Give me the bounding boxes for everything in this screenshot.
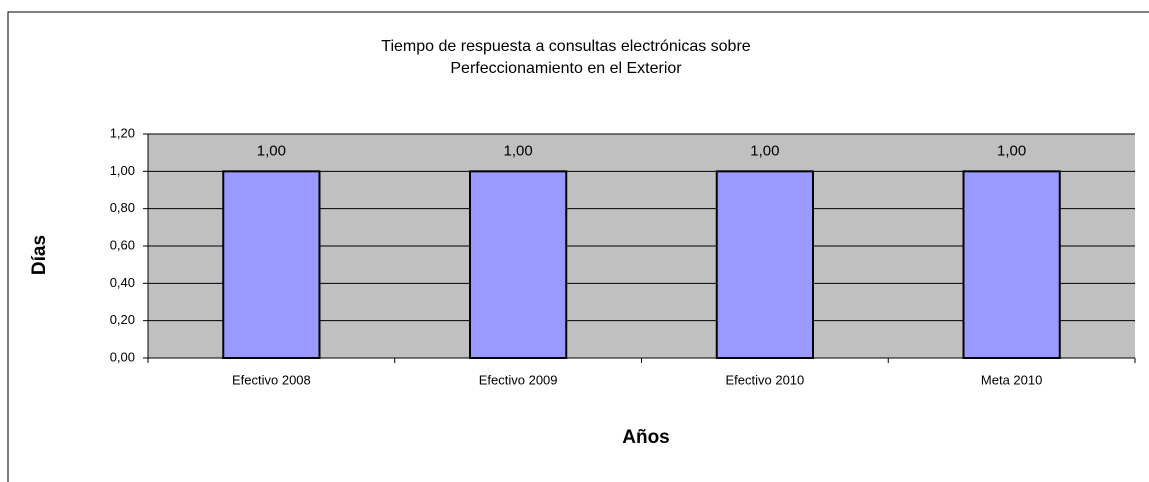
x-tick-label: Meta 2010 — [981, 372, 1042, 387]
chart-title: Perfeccionamiento en el Exterior — [450, 60, 682, 77]
y-tick-label: 0,00 — [110, 349, 135, 364]
y-tick-label: 0,20 — [110, 312, 135, 327]
bar — [222, 170, 321, 359]
y-tick-label: 1,00 — [110, 163, 135, 178]
bar — [962, 170, 1061, 359]
data-label: 1,00 — [997, 142, 1026, 159]
y-tick-label: 0,80 — [110, 200, 135, 215]
x-tick-label: Efectivo 2008 — [232, 372, 311, 387]
y-tick-label: 1,20 — [110, 125, 135, 140]
y-tick-label: 0,40 — [110, 275, 135, 290]
chart-title: Tiempo de respuesta a consultas electrón… — [381, 38, 750, 55]
data-label: 1,00 — [257, 142, 286, 159]
data-label: 1,00 — [504, 142, 533, 159]
x-axis-label: Años — [622, 427, 670, 448]
y-tick-label: 0,60 — [110, 237, 135, 252]
x-tick-label: Efectivo 2009 — [479, 372, 558, 387]
bar — [715, 170, 814, 359]
data-label: 1,00 — [750, 142, 779, 159]
y-axis-label: Días — [29, 235, 50, 275]
bar — [469, 170, 568, 359]
x-tick-label: Efectivo 2010 — [725, 372, 804, 387]
